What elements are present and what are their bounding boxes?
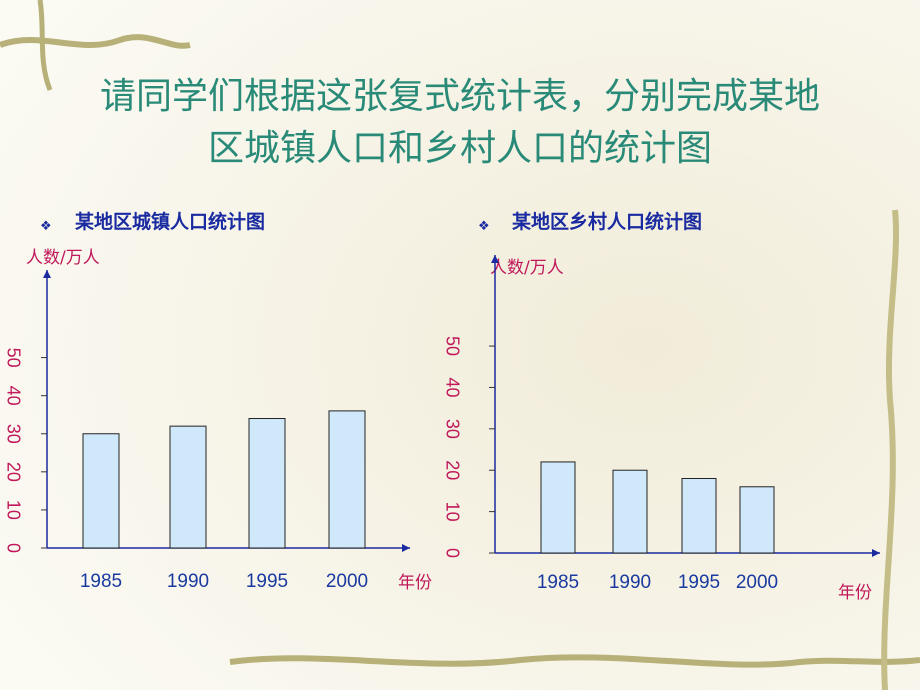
vine xyxy=(37,0,53,91)
y-axis-label: 人数/万人 xyxy=(490,258,564,278)
x-arrow xyxy=(872,549,880,557)
y-tick-label: 0 xyxy=(3,543,23,553)
y-tick-label: 20 xyxy=(3,462,23,482)
bar xyxy=(681,478,717,554)
vine xyxy=(229,654,920,668)
x-tick-label: 1995 xyxy=(246,571,288,592)
vine xyxy=(0,34,191,49)
x-tick-label: 2000 xyxy=(326,571,368,592)
bar xyxy=(82,433,120,549)
y-tick-label: 50 xyxy=(3,348,23,368)
y-tick-label: 10 xyxy=(3,500,23,520)
bar xyxy=(540,461,576,554)
chart-title: 某地区乡村人口统计图 xyxy=(512,210,702,233)
y-tick-label: 50 xyxy=(442,336,462,356)
x-arrow xyxy=(402,544,410,552)
bullet: ❖ xyxy=(40,219,52,234)
x-tick-label: 1995 xyxy=(678,572,720,593)
x-tick-label: 1985 xyxy=(537,572,579,593)
vine xyxy=(881,209,900,690)
bar xyxy=(739,486,775,554)
x-tick-label: 1985 xyxy=(80,571,122,592)
y-axis-label: 人数/万人 xyxy=(26,248,100,268)
x-tick-label: 1990 xyxy=(609,572,651,593)
x-axis-label: 年份 xyxy=(398,573,432,593)
y-tick-label: 20 xyxy=(442,460,462,480)
slide-title: 请同学们根据这张复式统计表，分别完成某地 xyxy=(100,76,820,117)
y-tick-label: 0 xyxy=(442,548,462,558)
slide-title: 区城镇人口和乡村人口的统计图 xyxy=(208,128,712,169)
y-tick-label: 30 xyxy=(442,419,462,439)
y-tick-label: 40 xyxy=(3,386,23,406)
x-axis-label: 年份 xyxy=(838,583,872,603)
x-tick-label: 1990 xyxy=(167,571,209,592)
bar xyxy=(169,425,207,549)
x-tick-label: 2000 xyxy=(736,572,778,593)
y-tick-label: 10 xyxy=(442,502,462,522)
y-arrow xyxy=(43,270,51,278)
bar xyxy=(612,469,648,554)
y-arrow xyxy=(491,255,499,263)
y-tick-label: 40 xyxy=(442,377,462,397)
chart-title: 某地区城镇人口统计图 xyxy=(75,210,265,233)
y-tick-label: 30 xyxy=(3,424,23,444)
bar xyxy=(248,418,286,549)
bar xyxy=(328,410,366,549)
bullet: ❖ xyxy=(478,219,490,234)
